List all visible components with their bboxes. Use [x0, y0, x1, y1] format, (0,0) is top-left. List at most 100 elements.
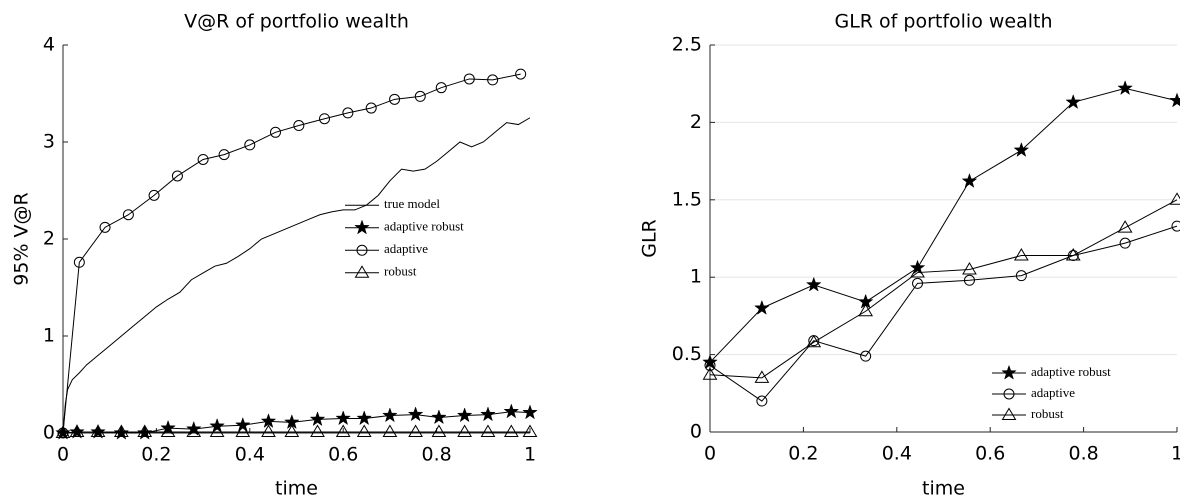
marker-circle	[356, 244, 368, 256]
marker-star	[522, 404, 538, 420]
marker-circle	[244, 139, 256, 151]
marker-triangle	[457, 424, 472, 438]
y-tick-label: 2.5	[672, 34, 702, 56]
marker-star	[382, 407, 398, 423]
marker-star	[354, 219, 370, 235]
marker-star	[335, 410, 352, 426]
marker-triangle	[1001, 407, 1017, 420]
x-tick-label: 0	[704, 443, 716, 465]
marker-circle	[319, 113, 331, 125]
y-tick-label: 1	[43, 325, 55, 347]
marker-triangle	[55, 425, 71, 438]
marker-circle	[435, 82, 447, 94]
marker-circle	[1171, 220, 1180, 232]
marker-triangle	[480, 424, 496, 438]
marker-triangle	[910, 265, 925, 278]
x-tick-label: 0.4	[882, 443, 912, 465]
marker-star	[1117, 80, 1133, 96]
marker-circle	[1003, 388, 1015, 400]
marker-triangle	[806, 334, 822, 348]
marker-star	[260, 413, 277, 429]
marker-triangle	[209, 424, 225, 438]
marker-triangle	[90, 424, 106, 438]
marker-star	[160, 419, 176, 435]
marker-circle	[197, 153, 209, 165]
y-tick-label: 0	[690, 421, 702, 443]
y-tick-label: 1.5	[672, 188, 702, 210]
y-tick-label: 2	[43, 228, 55, 250]
marker-triangle	[754, 370, 770, 383]
marker-triangle	[261, 424, 276, 438]
marker-circle	[148, 189, 160, 201]
series-line	[62, 431, 530, 434]
marker-circle	[414, 90, 426, 102]
legend-label: adaptive robust	[384, 219, 464, 234]
marker-circle	[487, 74, 499, 86]
marker-circle	[269, 126, 281, 138]
chart-title: V@R of portfolio wealth	[184, 11, 409, 33]
legend-label: robust	[1031, 406, 1064, 421]
marker-circle	[756, 395, 768, 407]
marker-circle	[73, 256, 85, 268]
marker-triangle	[284, 424, 300, 438]
marker-triangle	[503, 424, 519, 438]
y-tick-label: 0	[43, 422, 55, 444]
marker-circle	[293, 120, 305, 132]
legend-label: adaptive	[1031, 385, 1075, 400]
series-line	[709, 199, 1178, 379]
legend-label: adaptive robust	[1031, 364, 1111, 379]
x-axis-label: time	[922, 478, 965, 499]
x-tick-label: 0.2	[141, 444, 171, 466]
marker-triangle	[69, 424, 85, 438]
marker-star	[356, 410, 373, 426]
marker-triangle	[160, 424, 176, 438]
marker-triangle	[408, 424, 423, 438]
marker-star	[1169, 92, 1180, 108]
series-line	[62, 73, 521, 434]
y-tick-label: 0.5	[672, 343, 702, 365]
marker-triangle	[382, 424, 398, 438]
marker-circle	[463, 73, 475, 85]
marker-triangle	[522, 424, 538, 438]
x-tick-label: 0	[57, 444, 69, 466]
marker-star	[857, 293, 874, 309]
x-tick-label: 1	[524, 444, 536, 466]
y-tick-label: 3	[43, 131, 55, 153]
marker-circle	[1015, 270, 1027, 282]
marker-star	[1001, 364, 1017, 380]
marker-star	[90, 423, 106, 439]
marker-triangle	[354, 265, 370, 278]
marker-star	[69, 423, 85, 439]
marker-star	[1013, 141, 1030, 157]
marker-star	[407, 406, 424, 422]
marker-star	[909, 259, 926, 275]
marker-circle	[704, 359, 716, 371]
marker-triangle	[1013, 248, 1029, 261]
y-axis-label: 95% V@R	[11, 192, 33, 285]
marker-star	[1065, 94, 1082, 109]
x-tick-label: 0.6	[975, 443, 1005, 465]
marker-circle	[218, 149, 230, 161]
y-tick-label: 4	[43, 34, 55, 56]
marker-circle	[365, 102, 377, 114]
legend-label: robust	[384, 264, 417, 279]
marker-star	[431, 409, 447, 425]
y-tick-label: 2	[690, 111, 702, 133]
marker-circle	[860, 350, 872, 362]
marker-star	[503, 403, 520, 419]
marker-triangle	[310, 424, 325, 438]
x-tick-label: 0.6	[328, 444, 358, 466]
y-tick-label: 1	[690, 266, 702, 288]
x-axis-label: time	[275, 478, 318, 499]
series-line	[709, 87, 1178, 363]
marker-circle	[912, 277, 924, 289]
marker-triangle	[431, 424, 447, 438]
marker-triangle	[186, 424, 202, 438]
marker-circle	[122, 209, 134, 221]
x-tick-label: 0.4	[235, 444, 265, 466]
marker-star	[805, 276, 822, 292]
x-tick-label: 0.8	[1068, 443, 1098, 465]
marker-circle	[515, 68, 527, 80]
marker-triangle	[1065, 248, 1081, 261]
